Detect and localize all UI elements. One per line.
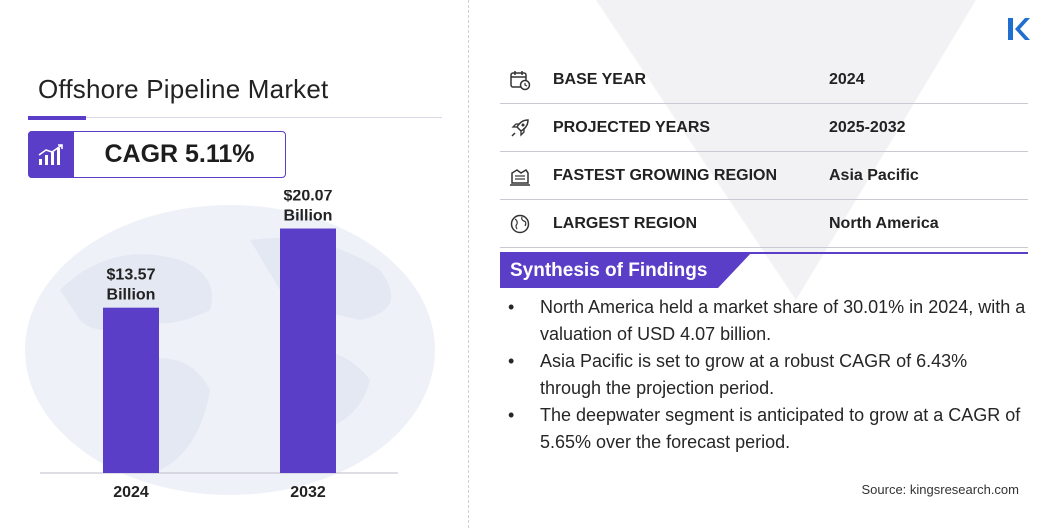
globe-icon — [510, 214, 530, 233]
bullet-icon: • — [508, 405, 515, 425]
info-label: BASE YEAR — [553, 70, 647, 88]
info-row-projected-years: PROJECTED YEARS 2025-2032 — [500, 104, 1028, 152]
info-row-fastest-growing-region: FASTEST GROWING REGION Asia Pacific — [500, 152, 1028, 200]
list-item: • Asia Pacific is set to grow at a robus… — [506, 348, 1026, 402]
cagr-value: CAGR 5.11% — [104, 140, 255, 168]
x-tick-label: 2032 — [290, 484, 326, 501]
finding-text: Asia Pacific is set to grow at a robust … — [540, 351, 968, 398]
synthesis-title: Synthesis of Findings — [510, 260, 708, 281]
info-value: 2025-2032 — [829, 118, 906, 136]
bar-2024 — [103, 307, 159, 473]
data-label: $20.07 — [284, 190, 333, 205]
background-triangle — [596, 0, 976, 300]
region-icon — [510, 168, 530, 186]
source-note: Source: kingsresearch.com — [861, 482, 1019, 497]
page-title: Offshore Pipeline Market — [38, 74, 329, 104]
info-value: Asia Pacific — [829, 166, 919, 184]
info-label: FASTEST GROWING REGION — [553, 166, 778, 184]
info-value: North America — [829, 214, 939, 232]
list-item: • North America held a market share of 3… — [506, 294, 1026, 348]
calendar-icon — [510, 70, 531, 90]
bullet-icon: • — [508, 297, 515, 317]
finding-text: The deepwater segment is anticipated to … — [540, 405, 1021, 452]
info-value: 2024 — [829, 70, 865, 88]
market-info-table: BASE YEAR 2024 PROJECTED YEARS 2025-2032… — [500, 56, 1028, 248]
data-label: Billion — [284, 208, 333, 225]
title-accent-bar — [28, 116, 86, 120]
info-row-largest-region: LARGEST REGION North America — [500, 200, 1028, 248]
info-label: PROJECTED YEARS — [553, 118, 711, 136]
market-size-bar-chart: $13.57 Billion 2024 $20.07 Billion 2032 — [40, 190, 398, 501]
brand-logo-icon — [1008, 18, 1030, 40]
panel-divider — [468, 0, 469, 528]
x-tick-label: 2024 — [113, 484, 149, 501]
data-label: Billion — [107, 287, 156, 304]
rocket-icon — [511, 118, 529, 137]
growth-chart-icon — [28, 131, 74, 178]
synthesis-header: Synthesis of Findings — [500, 252, 1028, 288]
info-row-base-year: BASE YEAR 2024 — [500, 56, 1028, 104]
bullet-icon: • — [508, 351, 515, 371]
synthesis-header-bg — [500, 252, 1028, 288]
finding-text: North America held a market share of 30.… — [540, 297, 1026, 344]
info-label: LARGEST REGION — [553, 214, 698, 232]
data-label: $13.57 — [107, 267, 156, 284]
title-divider — [28, 117, 442, 118]
findings-list: • North America held a market share of 3… — [506, 294, 1026, 456]
list-item: • The deepwater segment is anticipated t… — [506, 402, 1026, 456]
bar-2032 — [280, 228, 336, 473]
cagr-badge: CAGR 5.11% — [28, 131, 286, 178]
